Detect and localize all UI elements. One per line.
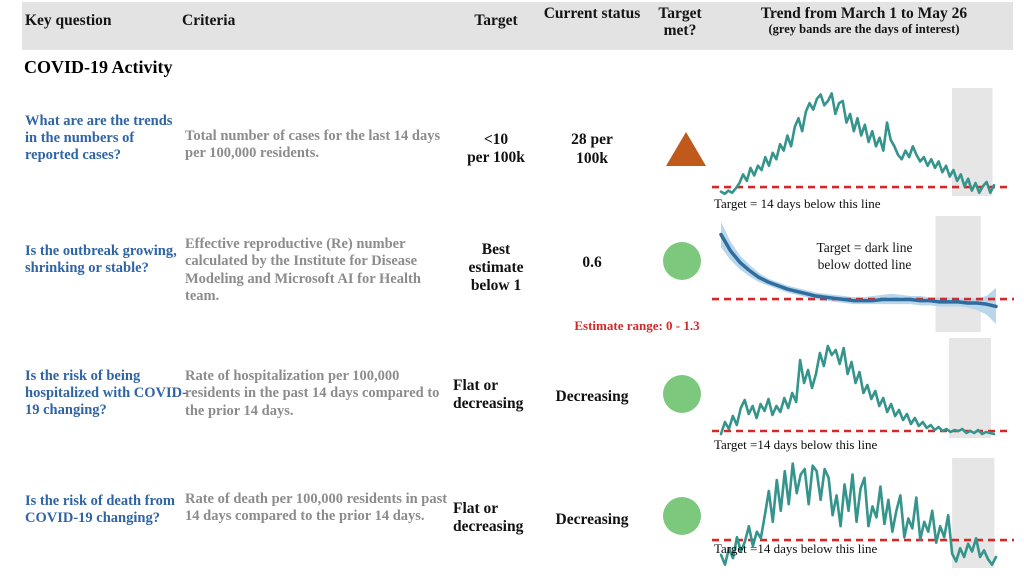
estimate-range-note: Estimate range: 0 - 1.3 [574, 318, 700, 333]
header-trend: Trend from March 1 to May 26 (grey bands… [714, 5, 1014, 37]
header-trend-subtitle: (grey bands are the days of interest) [768, 22, 960, 37]
target-outbreak-growth: Best estimate below 1 [468, 241, 524, 294]
green-circle-icon [663, 242, 701, 280]
target-reported-cases: <10 per 100k [467, 131, 525, 166]
trend-caption-reported-cases: Target = 14 days below this line [714, 196, 881, 211]
criteria-outbreak-growth: Effective reproductive (Re) number calcu… [185, 236, 421, 305]
status-hospitalization: Decreasing [555, 388, 629, 405]
trend-caption-death: Target =14 days below this line [714, 541, 878, 556]
trend-caption-hospitalization: Target =14 days below this line [714, 437, 878, 452]
target-hospitalization: Flat or decreasing [453, 377, 524, 412]
section-title: COVID-19 Activity [24, 57, 173, 77]
target-death: Flat or decreasing [453, 500, 524, 535]
trend-chart-death [712, 458, 1014, 568]
trend-annotation-re-number: Target = dark line below dotted line [816, 240, 913, 272]
status-death: Decreasing [555, 511, 629, 528]
criteria-reported-cases: Total number of cases for the last 14 da… [185, 128, 441, 162]
status-outbreak-growth: 0.6 [582, 254, 602, 271]
table-header-bar [22, 2, 1013, 50]
orange-triangle-icon [666, 132, 706, 166]
trend-chart-re-number [712, 216, 1014, 332]
question-reported-cases: What are are the trends in the numbers o… [25, 113, 173, 163]
header-target: Target [474, 12, 518, 29]
status-reported-cases: 28 per 100k [571, 131, 613, 167]
green-circle-icon [663, 497, 701, 535]
trend-chart-hospitalization [712, 338, 1012, 438]
green-circle-icon [663, 375, 701, 413]
header-target-met: Target met? [658, 5, 702, 40]
question-hospitalization: Is the risk of being hospitalized with C… [25, 368, 187, 418]
header-trend-title: Trend from March 1 to May 26 [760, 5, 968, 22]
criteria-hospitalization: Rate of hospitalization per 100,000 resi… [185, 368, 440, 419]
header-criteria: Criteria [182, 12, 236, 29]
header-current-status: Current status [543, 5, 641, 22]
question-death: Is the risk of death from COVID-19 chang… [25, 493, 175, 526]
header-key-question: Key question [25, 12, 112, 29]
trend-chart-reported-cases [712, 88, 1012, 196]
question-outbreak-growth: Is the outbreak growing, shrinking or st… [25, 243, 177, 276]
criteria-death: Rate of death per 100,000 residents in p… [185, 491, 448, 525]
